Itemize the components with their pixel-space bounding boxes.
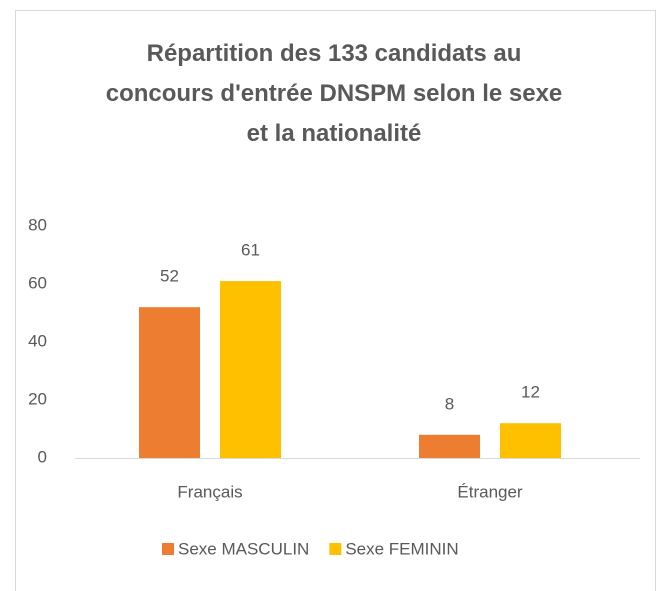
value-label: 61 xyxy=(241,241,260,260)
bar xyxy=(139,307,200,458)
y-tick-label: 0 xyxy=(38,447,47,466)
value-label: 52 xyxy=(160,267,179,286)
x-tick-label: Étranger xyxy=(457,482,523,501)
value-label: 8 xyxy=(445,394,454,413)
legend-swatch xyxy=(329,543,342,555)
y-tick-label: 40 xyxy=(28,331,47,350)
bar xyxy=(220,281,281,458)
x-tick-label: Français xyxy=(177,482,242,501)
legend-swatch xyxy=(162,543,174,555)
bar xyxy=(419,434,480,458)
value-label: 12 xyxy=(521,383,540,402)
bar xyxy=(500,423,561,458)
legend-label: Sexe MASCULIN xyxy=(178,539,309,558)
y-tick-label: 20 xyxy=(28,389,47,408)
chart-border xyxy=(15,10,656,591)
y-tick-label: 60 xyxy=(28,273,47,292)
y-tick-label: 80 xyxy=(28,215,47,234)
legend-label: Sexe FEMININ xyxy=(345,539,458,558)
chart-title: Répartition des 133 candidats au concour… xyxy=(105,40,563,147)
